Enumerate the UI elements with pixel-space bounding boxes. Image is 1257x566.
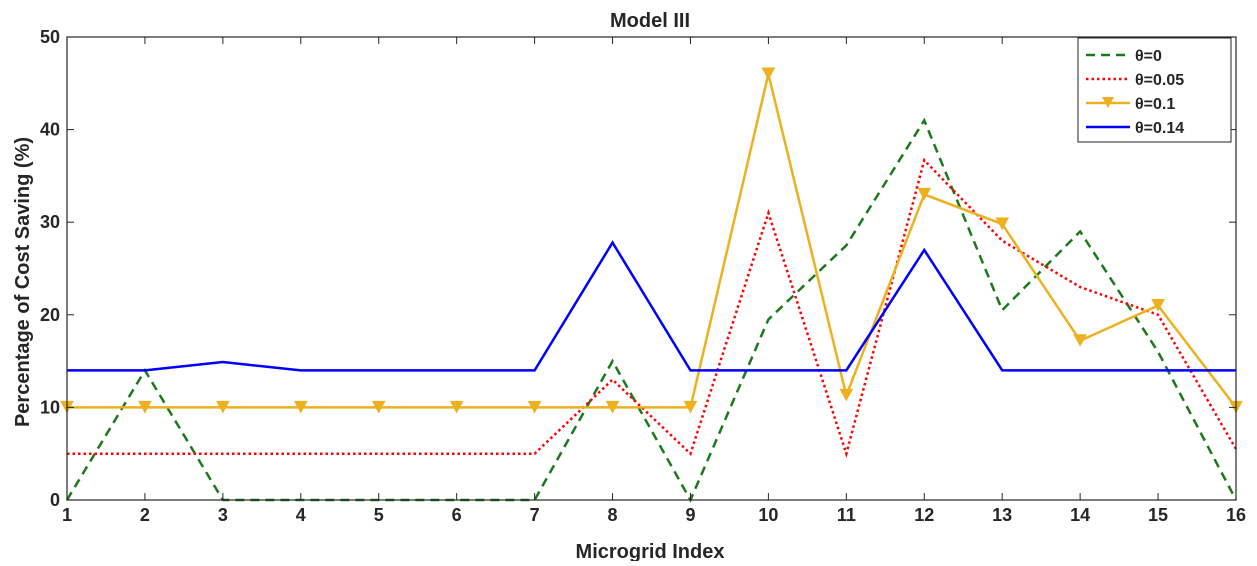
data-point-marker [449,400,464,414]
data-point-marker [839,388,854,402]
data-point-marker [683,400,698,414]
data-point-marker [527,400,542,414]
y-tick-label: 0 [50,490,60,510]
x-tick-label: 8 [608,505,618,525]
data-point-marker [293,400,308,414]
data-point-marker [216,400,230,414]
series-line-2 [67,73,1237,409]
y-axis-title: Percentage of Cost Saving (%) [12,137,34,427]
x-tick-label: 13 [992,505,1012,525]
legend-label-0: θ=0 [1135,48,1162,65]
x-tick-label: 16 [1226,505,1246,525]
data-point-marker [605,400,620,414]
x-tick-label: 5 [374,505,384,525]
chart-title: Model III [610,10,690,32]
x-tick-label: 6 [452,505,462,525]
data-point-marker [1151,299,1165,312]
plot-area [60,37,1243,503]
plot-background [67,37,1236,500]
x-tick-label: 3 [218,505,228,525]
series-line-1 [67,157,1238,459]
x-tick-label: 9 [685,505,695,525]
y-tick-label: 10 [40,397,60,417]
x-tick-label: 1 [62,505,72,525]
y-tick-label: 40 [40,120,60,140]
legend-label-1: θ=0.05 [1135,72,1184,89]
data-point-marker [995,217,1010,231]
x-axis-title: Microgrid Index [576,541,725,561]
x-tick-label: 12 [914,505,934,525]
series-line-3 [67,240,1236,372]
x-tick-label: 10 [758,505,778,525]
x-tick-label: 11 [837,505,856,525]
data-point-marker [138,400,152,414]
y-tick-label: 30 [40,212,60,232]
y-tick-label: 50 [40,27,60,47]
axes-frame [66,36,1237,501]
data-point-marker [1073,334,1087,347]
data-point-marker [371,400,386,414]
x-tick-label: 14 [1070,505,1090,525]
legend-label-3: θ=0.14 [1135,120,1184,137]
legend: θ=0 θ=0.05 θ=0.1 θ=0.14 [1077,37,1232,143]
legend-label-2: θ=0.1 [1135,96,1175,113]
legend-marker [1102,97,1114,108]
data-point-marker [761,67,776,81]
data-point-marker [917,187,932,201]
y-tick-label: 20 [40,305,60,325]
x-tick-label: 7 [530,505,540,525]
x-tick-label: 2 [140,505,150,525]
x-tick-label: 15 [1148,505,1168,525]
x-tick-label: 4 [296,505,306,525]
